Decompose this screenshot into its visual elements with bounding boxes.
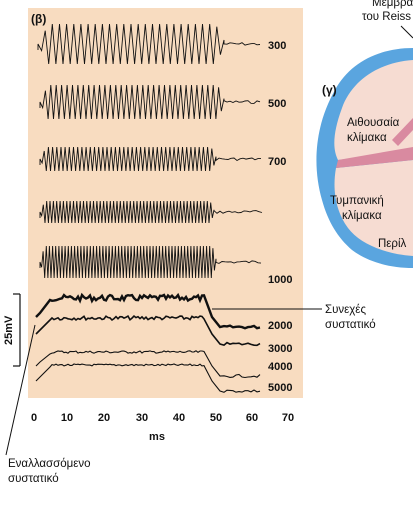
scale-bar: 25mV <box>3 293 21 367</box>
frequency-label-1000: 1000 <box>268 274 292 286</box>
oscillation-trace <box>39 84 261 120</box>
frequency-label-4000: 4000 <box>268 361 292 373</box>
continuous-component-line1: Συνεχές <box>325 304 366 316</box>
frequency-label-2000: 2000 <box>268 320 292 332</box>
basilar-membrane <box>336 147 413 168</box>
frequency-label-500: 500 <box>268 98 286 110</box>
scala-vestibuli-line1: Αιθουσαία <box>347 117 400 129</box>
x-tick-60: 60 <box>246 412 258 424</box>
frequency-label-700: 700 <box>268 156 286 168</box>
oscillation-trace <box>37 23 261 65</box>
alternating-component-line2: συστατικό <box>8 473 59 485</box>
continuous-component-line2: συστατικό <box>325 319 376 331</box>
alternating-component-pointer <box>5 324 36 456</box>
x-tick-70: 70 <box>282 412 294 424</box>
x-axis: 0 10 20 30 40 50 60 70 ms <box>31 412 294 443</box>
frequency-label-300: 300 <box>268 40 286 52</box>
oscillation-trace <box>39 146 261 172</box>
panel-c-label: (γ) <box>322 83 337 97</box>
panel-b-background <box>28 8 303 398</box>
reissner-membrane-label-line2: του Reiss <box>362 11 411 23</box>
frequency-labels: 300 500 700 1000 2000 3000 4000 5000 <box>268 40 292 394</box>
x-tick-0: 0 <box>31 412 37 424</box>
x-axis-label: ms <box>149 431 165 443</box>
scala-vestibuli-region <box>334 60 413 160</box>
oscillation-trace <box>39 245 262 279</box>
scala-tympani-line2: κλίμακα <box>342 210 382 222</box>
dc-component-trace <box>35 292 261 330</box>
oscillation-trace <box>39 200 263 224</box>
dc-component-trace <box>35 350 261 379</box>
scala-vestibuli-line2: κλίμακα <box>347 132 387 144</box>
reissner-membrane <box>392 118 413 146</box>
x-tick-20: 20 <box>98 412 110 424</box>
dc-component-trace <box>35 314 261 347</box>
alternating-component-line1: Εναλλασσόμενο <box>8 458 91 470</box>
reissner-pointer <box>400 25 413 39</box>
dc-component-trace <box>35 363 261 393</box>
scala-tympani-line1: Τυμπανική <box>330 195 384 207</box>
reissner-membrane-label-line1: Μεμβρά <box>372 0 413 9</box>
cochlea-cross-section <box>316 25 413 268</box>
frequency-label-3000: 3000 <box>268 343 292 355</box>
scala-tympani-region <box>334 160 413 256</box>
x-tick-40: 40 <box>173 412 185 424</box>
traces-group <box>35 23 263 393</box>
x-tick-50: 50 <box>210 412 222 424</box>
x-tick-30: 30 <box>136 412 148 424</box>
frequency-label-5000: 5000 <box>268 382 292 394</box>
perilymph-label: Περίλ <box>378 238 407 250</box>
panel-b-label: (β) <box>31 12 46 26</box>
scale-bar-label: 25mV <box>3 315 15 345</box>
x-tick-10: 10 <box>61 412 73 424</box>
